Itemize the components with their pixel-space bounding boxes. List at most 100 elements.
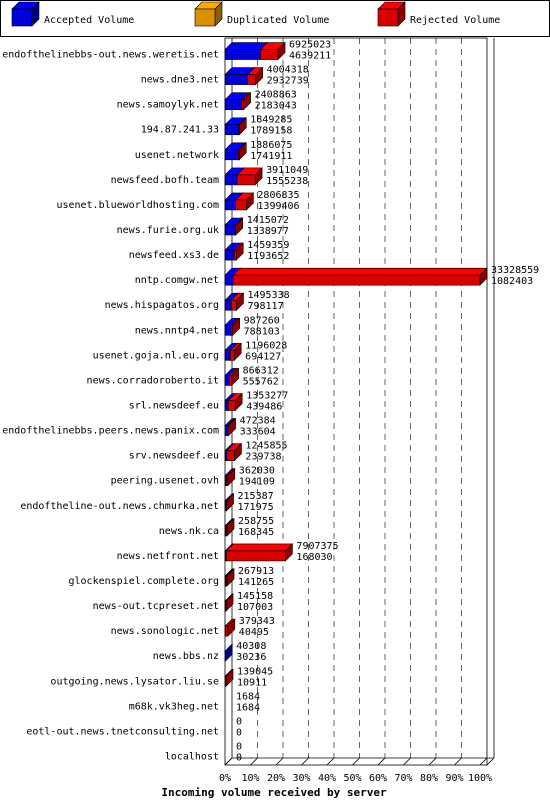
value-total: 3911049	[266, 165, 308, 176]
server-labels: endofthelinebbs-out.news.weretis.net news…	[2, 50, 219, 763]
x-tick-labels: 0% 10% 20% 30% 40% 50% 60% 70% 80% 90% 100%	[219, 773, 492, 784]
value-accepted: 141265	[238, 577, 274, 588]
chart-legend: Accepted Volume Duplicated Volume Rejected…	[0, 0, 550, 37]
value-total: 7907375	[296, 541, 338, 552]
value-accepted: 239738	[245, 452, 281, 463]
bar-rejected	[227, 392, 243, 412]
bar-rejected	[241, 91, 252, 111]
value-total: 6925023	[289, 40, 331, 51]
value-total: 0	[236, 741, 242, 752]
server-label: eotl-out.news.tnetconsulting.net	[26, 726, 219, 737]
x-tick-label: 30%	[292, 773, 310, 784]
value-accepted: 30236	[236, 652, 266, 663]
bar-rejected	[238, 117, 248, 136]
bar-row	[224, 192, 255, 211]
bar-row	[224, 493, 235, 512]
bar-rejected	[225, 493, 235, 512]
value-accepted: 194109	[239, 477, 275, 488]
x-tick-label: 50%	[343, 773, 361, 784]
value-accepted: 1193652	[247, 251, 289, 262]
bar-rejected	[259, 41, 286, 61]
value-total: 33328559	[491, 265, 539, 276]
value-accepted: 555762	[243, 376, 279, 387]
bar-row	[224, 267, 488, 286]
value-total: 1415072	[247, 215, 289, 226]
value-accepted: 171975	[238, 502, 274, 513]
bar-rejected	[229, 342, 242, 362]
floor-tick	[428, 757, 437, 766]
bar-row	[224, 292, 245, 311]
value-total: 1495338	[247, 290, 289, 301]
bar-row	[224, 167, 263, 186]
bar-row	[224, 217, 244, 236]
floor-tick	[403, 757, 411, 766]
value-total: 267913	[238, 566, 274, 577]
bar-rejected	[230, 292, 245, 311]
server-label: localhost	[165, 751, 219, 762]
bar-rejected	[236, 167, 263, 186]
bar-row	[224, 417, 237, 437]
bar-rejected	[225, 518, 235, 537]
value-accepted: 10911	[237, 677, 267, 688]
server-label: news.dne3.net	[141, 75, 219, 86]
bar-rejected	[226, 417, 237, 437]
value-total: 40308	[236, 641, 266, 652]
value-total: 1459359	[247, 240, 289, 251]
value-accepted: 1741911	[250, 151, 292, 162]
bar-rejected	[224, 618, 236, 637]
bar-row	[224, 668, 234, 687]
legend-swatch	[194, 1, 223, 27]
value-accepted: 1338977	[247, 226, 289, 237]
server-label: news.hispagatos.org	[105, 300, 219, 311]
floor-tick	[250, 757, 258, 766]
server-label: newsfeed.xs3.de	[129, 250, 219, 261]
bar-row	[224, 543, 294, 562]
value-accepted: 798117	[247, 301, 283, 312]
floor-tick	[275, 757, 284, 766]
value-total: 258755	[238, 516, 274, 527]
bar-row	[224, 568, 235, 587]
server-label: nntp.comgw.net	[135, 275, 219, 286]
value-accepted: 1789158	[250, 126, 292, 137]
bar-rejected	[232, 267, 488, 286]
bar-rejected	[224, 668, 234, 687]
bar-accepted	[224, 643, 233, 662]
server-label: m68k.vk3heg.net	[129, 701, 219, 712]
value-total: 362030	[239, 466, 275, 477]
bar-row	[224, 317, 241, 337]
value-accepted: 333604	[240, 427, 276, 438]
value-total: 1196028	[245, 340, 287, 351]
x-tick-label: 10%	[241, 773, 259, 784]
legend-swatch	[11, 1, 40, 27]
plot-frame	[224, 37, 488, 766]
server-label: usenet.blueworldhosting.com	[56, 200, 219, 211]
value-accepted: 1684	[236, 702, 260, 713]
x-tick-label: 70%	[394, 773, 412, 784]
server-label: newsfeed.bofh.team	[111, 175, 219, 186]
server-label: 194.87.241.33	[141, 125, 219, 136]
floor-tick	[377, 757, 386, 766]
legend-label: Rejected Volume	[410, 15, 500, 26]
floor-tick	[479, 757, 488, 766]
server-label: glockenspiel.complete.org	[68, 576, 219, 587]
bar-rejected	[233, 242, 244, 261]
server-label: news.sonologic.net	[111, 626, 219, 637]
floor-tick	[224, 757, 233, 766]
bar-row	[224, 593, 234, 612]
server-label: peering.usenet.ovh	[111, 476, 219, 487]
value-total: 4004318	[267, 65, 309, 76]
server-label: news.samoylyk.net	[117, 100, 219, 111]
bar-row	[224, 91, 252, 111]
bars-layer	[224, 41, 488, 687]
value-total: 2806835	[257, 190, 299, 201]
plot-area	[224, 37, 495, 766]
server-label: endofthelinebbs-out.news.weretis.net	[2, 50, 219, 61]
value-accepted: 40495	[239, 627, 269, 638]
value-total: 0	[236, 716, 242, 727]
server-label: srl.newsdeef.eu	[129, 401, 219, 412]
plot-floor-edge	[486, 757, 495, 766]
server-label: news.furie.org.uk	[117, 225, 219, 236]
value-total: 215387	[238, 491, 274, 502]
